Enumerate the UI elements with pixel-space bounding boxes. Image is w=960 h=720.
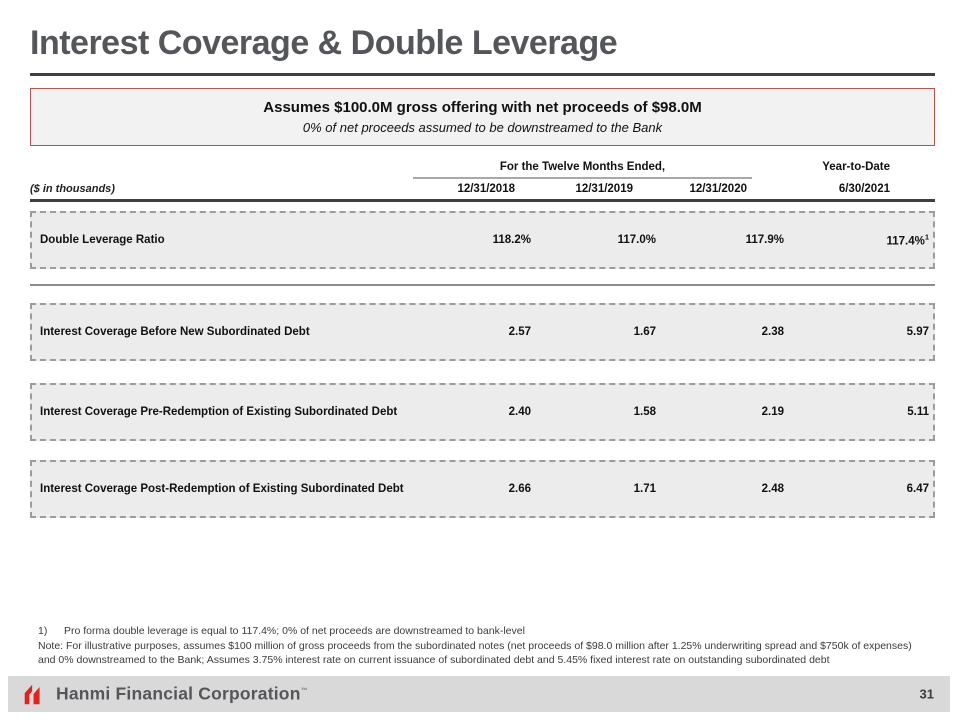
footer-bar: Hanmi Financial Corporation™ 31 — [8, 676, 950, 712]
page-title: Interest Coverage & Double Leverage — [30, 24, 618, 62]
cell-value: 1.58 — [633, 406, 656, 418]
assumption-headline: Assumes $100.0M gross offering with net … — [263, 99, 702, 116]
cell-value: 2.57 — [508, 326, 531, 338]
cell-value-text: 117.4% — [886, 235, 925, 248]
assumption-subline: 0% of net proceeds assumed to be downstr… — [302, 120, 663, 135]
footnote-1: 1) Pro forma double leverage is equal to … — [38, 625, 525, 637]
cell-value: 5.11 — [907, 406, 929, 418]
column-header-2018: 12/31/2018 — [457, 183, 515, 195]
column-header-2020: 12/31/2020 — [689, 183, 747, 195]
assumption-callout-box: Assumes $100.0M gross offering with net … — [30, 88, 935, 146]
cell-value: 2.38 — [761, 326, 784, 338]
column-header-2019: 12/31/2019 — [575, 183, 633, 195]
cell-value: 2.66 — [508, 483, 531, 495]
cell-value: 117.0% — [617, 234, 656, 246]
row-label: Interest Coverage Before New Subordinate… — [40, 326, 310, 338]
cell-value: 117.4%1 — [886, 233, 929, 248]
footnote-text: Pro forma double leverage is equal to 11… — [64, 625, 525, 637]
footnote-marker: 1) — [38, 625, 48, 637]
brand-text: Hanmi Financial Corporation — [56, 683, 301, 704]
column-group-header: For the Twelve Months Ended, — [499, 161, 666, 173]
table-row-coverage-post-redemption: Interest Coverage Post-Redemption of Exi… — [30, 460, 935, 518]
table-row-coverage-pre-redemption: Interest Coverage Pre-Redemption of Exis… — [30, 383, 935, 441]
table-row-double-leverage: Double Leverage Ratio 118.2% 117.0% 117.… — [30, 211, 935, 269]
header-divider — [30, 199, 935, 202]
cell-value: 2.19 — [761, 406, 784, 418]
units-label: ($ in thousands) — [30, 183, 115, 195]
brand-name: Hanmi Financial Corporation™ — [56, 684, 308, 705]
column-group-underline — [413, 177, 752, 179]
table-row-coverage-before: Interest Coverage Before New Subordinate… — [30, 303, 935, 361]
footnote-superscript: 1 — [924, 232, 929, 242]
cell-value: 118.2% — [492, 234, 531, 246]
trademark-symbol: ™ — [300, 687, 308, 695]
row-label: Interest Coverage Post-Redemption of Exi… — [40, 483, 404, 495]
row-label: Double Leverage Ratio — [40, 234, 165, 246]
cell-value: 2.40 — [508, 406, 531, 418]
cell-value: 1.71 — [633, 483, 656, 495]
column-header-ytd: 6/30/2021 — [838, 183, 890, 195]
cell-value: 1.67 — [633, 326, 656, 338]
cell-value: 117.9% — [745, 234, 784, 246]
cell-value: 5.97 — [906, 326, 929, 338]
footnote-note: Note: For illustrative purposes, assumes… — [38, 640, 912, 666]
title-divider — [30, 73, 935, 76]
section-divider — [30, 284, 935, 286]
ytd-group-header: Year-to-Date — [822, 161, 890, 173]
hanmi-logo-icon — [24, 684, 40, 705]
row-label: Interest Coverage Pre-Redemption of Exis… — [40, 406, 398, 418]
cell-value: 2.48 — [761, 483, 784, 495]
page-number: 31 — [919, 686, 934, 702]
cell-value: 6.47 — [906, 483, 929, 495]
